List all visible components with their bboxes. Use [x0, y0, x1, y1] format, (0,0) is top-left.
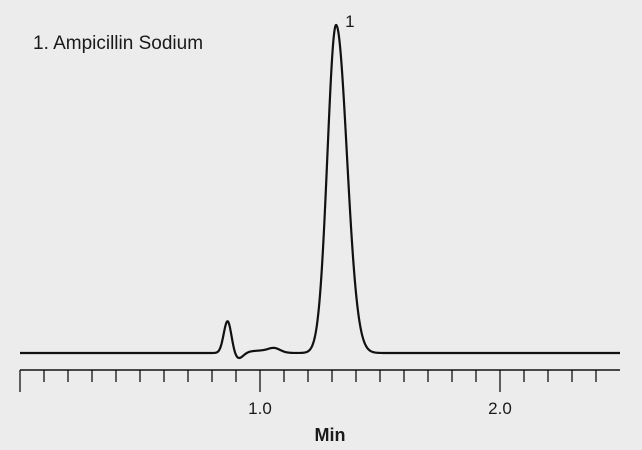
tick-label-1-0: 1.0 — [248, 399, 272, 418]
x-axis-ticks — [19, 370, 597, 392]
legend-entry-1: 1. Ampicillin Sodium — [33, 33, 204, 54]
tick-label-2-0: 2.0 — [488, 399, 512, 418]
chromatogram-trace — [20, 23, 620, 360]
x-axis-label: Min — [315, 425, 346, 445]
peak-label-1: 1 — [345, 12, 354, 31]
